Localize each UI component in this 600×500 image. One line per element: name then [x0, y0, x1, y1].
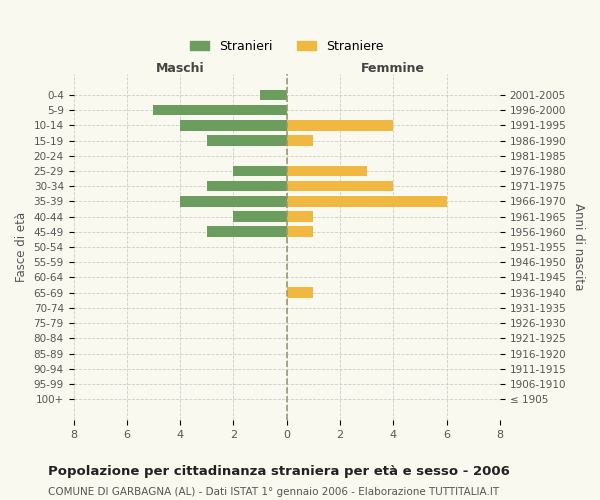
Y-axis label: Anni di nascita: Anni di nascita — [572, 204, 585, 290]
Bar — [233, 166, 287, 176]
Bar — [287, 181, 394, 192]
Bar — [287, 120, 394, 130]
Bar — [207, 181, 287, 192]
Bar — [180, 120, 287, 130]
Bar — [180, 196, 287, 206]
Bar — [287, 288, 313, 298]
Bar — [207, 135, 287, 146]
Text: Maschi: Maschi — [156, 62, 205, 75]
Text: Popolazione per cittadinanza straniera per età e sesso - 2006: Popolazione per cittadinanza straniera p… — [48, 465, 510, 478]
Bar — [287, 212, 313, 222]
Text: Femmine: Femmine — [361, 62, 425, 75]
Bar — [287, 166, 367, 176]
Bar — [154, 105, 287, 116]
Y-axis label: Fasce di età: Fasce di età — [15, 212, 28, 282]
Bar — [260, 90, 287, 100]
Bar — [233, 212, 287, 222]
Text: COMUNE DI GARBAGNA (AL) - Dati ISTAT 1° gennaio 2006 - Elaborazione TUTTITALIA.I: COMUNE DI GARBAGNA (AL) - Dati ISTAT 1° … — [48, 487, 499, 497]
Legend: Stranieri, Straniere: Stranieri, Straniere — [185, 35, 389, 58]
Bar — [287, 196, 446, 206]
Bar — [287, 226, 313, 237]
Bar — [287, 135, 313, 146]
Bar — [207, 226, 287, 237]
